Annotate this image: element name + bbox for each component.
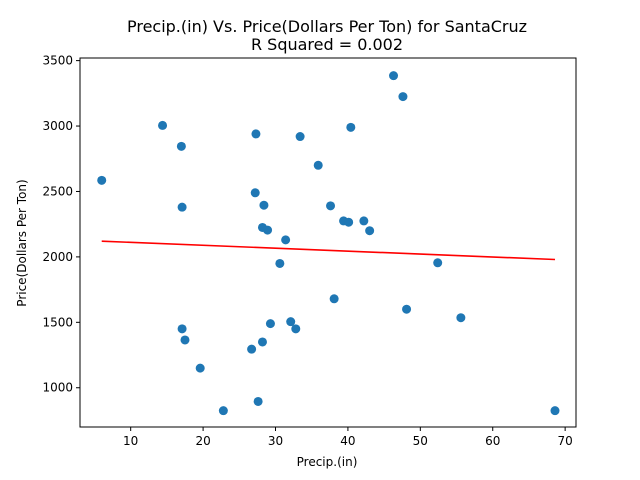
y-axis-label: Price(Dollars Per Ton) (15, 179, 29, 306)
y-tick-label: 2500 (42, 184, 73, 198)
data-point (177, 202, 187, 212)
data-point (389, 71, 399, 81)
regression-line (101, 240, 556, 261)
data-point (291, 324, 301, 334)
chart-subtitle: R Squared = 0.002 (251, 35, 403, 54)
data-point (180, 335, 190, 345)
data-point (257, 337, 267, 347)
x-tick-label: 50 (413, 434, 428, 448)
x-tick-label: 20 (195, 434, 210, 448)
data-points (97, 71, 560, 416)
data-point (218, 406, 228, 416)
data-point (346, 122, 356, 132)
data-point (195, 363, 205, 373)
x-tick-label: 60 (485, 434, 500, 448)
data-point (253, 396, 263, 406)
data-point (263, 225, 273, 235)
data-point (286, 317, 296, 327)
y-tick-label: 3500 (42, 54, 73, 68)
x-tick-label: 30 (268, 434, 283, 448)
data-point (433, 258, 443, 268)
data-point (402, 304, 412, 314)
x-tick-label: 70 (557, 434, 572, 448)
data-point (326, 201, 336, 211)
data-point (251, 129, 261, 139)
data-point (97, 175, 107, 185)
plot-area-frame (79, 57, 577, 428)
data-point (259, 200, 269, 210)
data-point (365, 226, 375, 236)
data-point (550, 406, 560, 416)
trendline-layer (101, 240, 556, 261)
x-axis-label: Precip.(in) (297, 455, 358, 469)
y-tick-label: 1500 (42, 315, 73, 329)
data-point (275, 258, 285, 268)
data-point (158, 120, 168, 130)
data-point (247, 344, 257, 354)
data-point (329, 294, 339, 304)
data-point (177, 324, 187, 334)
data-point (398, 92, 408, 102)
data-point (313, 160, 323, 170)
y-tick-label: 1000 (42, 381, 73, 395)
x-axis-ticks: 10 20 30 40 50 60 70 (123, 427, 573, 448)
data-point (344, 217, 354, 227)
x-tick-label: 40 (340, 434, 355, 448)
y-axis-ticks: 1000 1500 2000 2500 3000 3500 (42, 54, 80, 395)
data-point (265, 319, 275, 329)
x-tick-label: 10 (123, 434, 138, 448)
data-point (295, 132, 305, 142)
data-point (176, 141, 186, 151)
data-point (456, 313, 466, 323)
chart-title: Precip.(in) Vs. Price(Dollars Per Ton) f… (127, 17, 527, 36)
data-point (250, 188, 260, 198)
y-tick-label: 2000 (42, 250, 73, 264)
y-tick-label: 3000 (42, 119, 73, 133)
data-point (359, 216, 369, 226)
data-point (281, 235, 291, 245)
